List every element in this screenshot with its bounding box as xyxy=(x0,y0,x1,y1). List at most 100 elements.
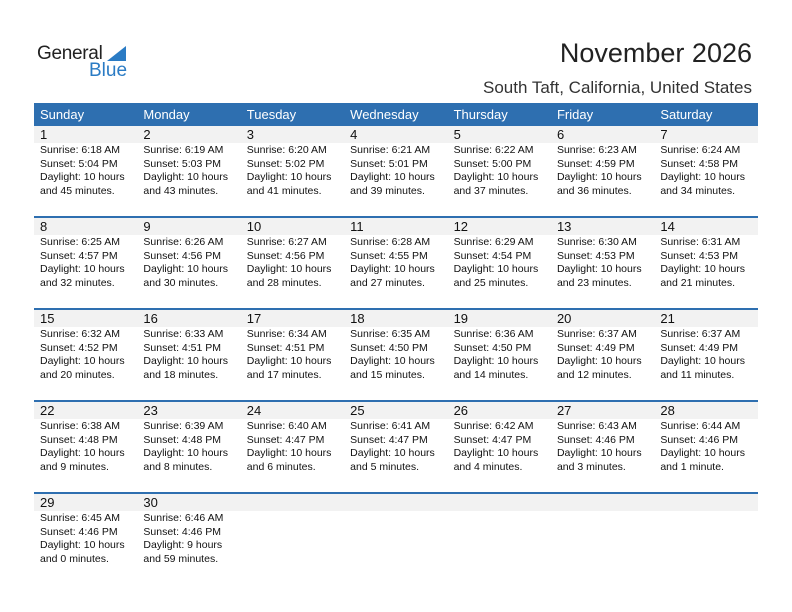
day-cell: 24 Sunrise: 6:40 AM Sunset: 4:47 PM Dayligh… xyxy=(241,402,344,474)
daylight-minutes: and 37 minutes. xyxy=(453,184,529,197)
daylight: Daylight: 10 hours xyxy=(660,355,745,367)
daylight-minutes: and 32 minutes. xyxy=(40,276,115,289)
day-cell: 9 Sunrise: 6:26 AM Sunset: 4:56 PM Daylight… xyxy=(137,218,240,290)
day-number: 14 xyxy=(660,219,675,234)
sunset: Sunset: 4:48 PM xyxy=(143,433,222,446)
day-number: 9 xyxy=(143,219,151,234)
sunset: Sunset: 4:47 PM xyxy=(453,433,532,446)
daylight-minutes: and 14 minutes. xyxy=(453,368,529,381)
sunrise: Sunrise: 6:35 AM xyxy=(350,328,431,340)
sunrise: Sunrise: 6:37 AM xyxy=(660,328,741,340)
daylight-minutes: and 8 minutes. xyxy=(143,460,213,473)
daylight: Daylight: 10 hours xyxy=(40,355,125,367)
day-number: 18 xyxy=(350,311,365,326)
day-cell: 18 Sunrise: 6:35 AM Sunset: 4:50 PM Dayligh… xyxy=(344,310,447,382)
day-number: 16 xyxy=(143,311,158,326)
sunrise: Sunrise: 6:23 AM xyxy=(556,144,637,156)
day-cell: 30 Sunrise: 6:46 AM Sunset: 4:46 PM Dayligh… xyxy=(137,494,240,566)
sunset: Sunset: 4:48 PM xyxy=(40,433,118,446)
day-cell: 6 Sunrise: 6:23 AM Sunset: 4:59 PM Daylight… xyxy=(551,126,654,198)
sunset: Sunset: 4:56 PM xyxy=(246,249,325,262)
sunset: Sunset: 5:00 PM xyxy=(453,157,532,170)
sunset: Sunset: 4:51 PM xyxy=(246,341,325,354)
daylight-minutes: and 12 minutes. xyxy=(556,368,632,381)
sunrise: Sunrise: 6:43 AM xyxy=(556,420,637,432)
weekday-wednesday: Wednesday xyxy=(350,107,419,122)
sunset: Sunset: 4:56 PM xyxy=(143,249,222,262)
week-row: 15 Sunrise: 6:32 AM Sunset: 4:52 PM Dayligh… xyxy=(34,308,758,400)
day-cell: 17 Sunrise: 6:34 AM Sunset: 4:51 PM Dayligh… xyxy=(241,310,344,382)
day-number: 4 xyxy=(350,127,358,142)
day-cell: 7 Sunrise: 6:24 AM Sunset: 4:58 PM Daylight… xyxy=(654,126,757,198)
daylight-minutes: and 39 minutes. xyxy=(350,184,425,197)
weekday-saturday: Saturday xyxy=(660,107,713,122)
day-cell: 22 Sunrise: 6:38 AM Sunset: 4:48 PM Dayligh… xyxy=(34,402,137,474)
sunrise: Sunrise: 6:42 AM xyxy=(453,420,534,432)
sunrise: Sunrise: 6:36 AM xyxy=(453,328,534,340)
day-number: 3 xyxy=(246,127,255,142)
day-cell: 16 Sunrise: 6:33 AM Sunset: 4:51 PM Dayligh… xyxy=(137,310,240,382)
day-number: 7 xyxy=(660,127,668,142)
daylight: Daylight: 10 hours xyxy=(40,263,125,275)
daylight: Daylight: 10 hours xyxy=(556,447,642,459)
daylight-minutes: and 5 minutes. xyxy=(350,460,420,473)
day-cell: 13 Sunrise: 6:30 AM Sunset: 4:53 PM Dayligh… xyxy=(551,218,654,290)
day-number: 29 xyxy=(40,495,55,510)
daylight-minutes: and 43 minutes. xyxy=(143,184,219,197)
daylight: Daylight: 10 hours xyxy=(660,447,745,459)
sunset: Sunset: 4:57 PM xyxy=(40,249,118,262)
day-number: 5 xyxy=(453,127,461,142)
daylight-minutes: and 59 minutes. xyxy=(143,552,219,565)
sunset: Sunset: 4:50 PM xyxy=(453,341,532,354)
sunset: Sunset: 5:04 PM xyxy=(40,157,118,170)
day-cell: 4 Sunrise: 6:21 AM Sunset: 5:01 PM Daylight… xyxy=(344,126,447,198)
daylight-minutes: and 9 minutes. xyxy=(40,460,109,473)
day-cell: 10 Sunrise: 6:27 AM Sunset: 4:56 PM Dayligh… xyxy=(241,218,344,290)
day-cell: 28 Sunrise: 6:44 AM Sunset: 4:46 PM Dayligh… xyxy=(654,402,757,474)
day-number: 2 xyxy=(143,127,151,142)
day-cell: 29 Sunrise: 6:45 AM Sunset: 4:46 PM Dayligh… xyxy=(34,494,137,566)
day-number: 12 xyxy=(453,219,469,234)
daylight-minutes: and 21 minutes. xyxy=(660,276,736,289)
daylight: Daylight: 10 hours xyxy=(246,171,332,183)
daylight-minutes: and 36 minutes. xyxy=(556,184,632,197)
sunset: Sunset: 4:52 PM xyxy=(40,341,118,354)
sunrise: Sunrise: 6:33 AM xyxy=(143,328,224,340)
daylight: Daylight: 10 hours xyxy=(453,171,539,183)
sunrise: Sunrise: 6:21 AM xyxy=(350,144,431,156)
daylight-minutes: and 30 minutes. xyxy=(143,276,219,289)
daylight: Daylight: 10 hours xyxy=(660,171,745,183)
sunrise: Sunrise: 6:19 AM xyxy=(143,144,224,156)
day-cell: 20 Sunrise: 6:37 AM Sunset: 4:49 PM Dayligh… xyxy=(551,310,654,382)
daylight-minutes: and 0 minutes. xyxy=(40,552,109,565)
sunset: Sunset: 4:55 PM xyxy=(350,249,428,262)
sunrise: Sunrise: 6:29 AM xyxy=(453,236,534,248)
day-number-strip xyxy=(34,126,758,143)
day-number: 25 xyxy=(350,403,365,418)
sunset: Sunset: 4:46 PM xyxy=(556,433,635,446)
day-number: 28 xyxy=(660,403,675,418)
daylight-minutes: and 25 minutes. xyxy=(453,276,529,289)
sunset: Sunset: 4:49 PM xyxy=(556,341,635,354)
logo-blue: Blue xyxy=(89,60,128,81)
sunset: Sunset: 4:47 PM xyxy=(246,433,325,446)
sunrise: Sunrise: 6:40 AM xyxy=(246,420,327,432)
daylight: Daylight: 10 hours xyxy=(246,447,332,459)
sunset: Sunset: 5:03 PM xyxy=(143,157,222,170)
daylight-minutes: and 4 minutes. xyxy=(453,460,523,473)
sunset: Sunset: 4:50 PM xyxy=(350,341,428,354)
day-number: 10 xyxy=(246,219,262,234)
daylight: Daylight: 10 hours xyxy=(350,263,435,275)
week-row: 8 Sunrise: 6:25 AM Sunset: 4:57 PM Daylight… xyxy=(34,216,758,308)
week-row: 22 Sunrise: 6:38 AM Sunset: 4:48 PM Dayligh… xyxy=(34,400,758,492)
sunrise: Sunrise: 6:22 AM xyxy=(453,144,534,156)
day-number-strip xyxy=(34,402,758,419)
daylight: Daylight: 10 hours xyxy=(556,355,642,367)
sunrise: Sunrise: 6:31 AM xyxy=(660,236,741,248)
daylight-minutes: and 17 minutes. xyxy=(246,368,322,381)
sunset: Sunset: 4:46 PM xyxy=(660,433,738,446)
week-row: 29 Sunrise: 6:45 AM Sunset: 4:46 PM Dayligh… xyxy=(34,492,758,584)
day-number: 24 xyxy=(246,403,262,418)
sunset: Sunset: 4:51 PM xyxy=(143,341,222,354)
sunrise: Sunrise: 6:18 AM xyxy=(40,144,120,156)
